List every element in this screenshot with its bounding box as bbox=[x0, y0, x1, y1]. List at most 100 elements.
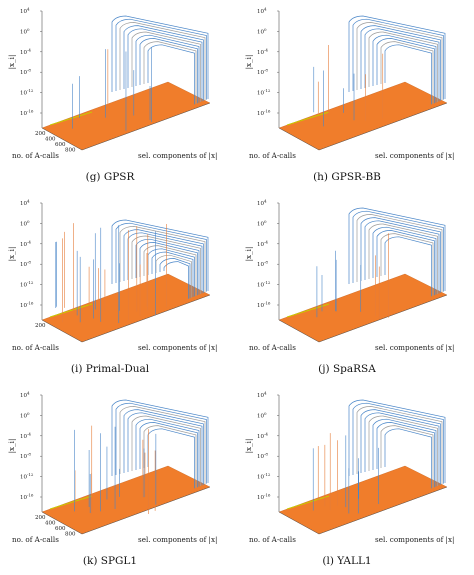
y-tick-exponent: -16 bbox=[27, 301, 34, 306]
convergence-curve bbox=[143, 425, 197, 488]
convergence-curve bbox=[139, 242, 198, 296]
y-tick-exponent: 4 bbox=[27, 7, 30, 12]
z-axis-label: sel. components of |x| bbox=[138, 343, 217, 352]
floor-plane bbox=[278, 81, 448, 151]
convergence-curve bbox=[115, 402, 207, 484]
y-tick-label: 104 bbox=[257, 7, 267, 16]
floor-plane bbox=[41, 273, 211, 343]
z-axis-line bbox=[318, 486, 448, 535]
convergence-curve bbox=[143, 41, 197, 104]
y-tick-exponent: -12 bbox=[27, 472, 34, 477]
y-tick-label: 10-8 bbox=[20, 452, 31, 461]
y-tick-exponent: -8 bbox=[264, 260, 268, 265]
y-tick-label: 100 bbox=[257, 219, 267, 228]
z-axis-label: sel. components of |x| bbox=[375, 343, 454, 352]
z-axis-label: sel. components of |x| bbox=[375, 535, 454, 544]
z-axis-label: sel. components of |x| bbox=[138, 535, 217, 544]
convergence-curve bbox=[115, 222, 207, 292]
floor-yellow-line bbox=[286, 495, 330, 510]
convergence-curve bbox=[352, 18, 444, 100]
x-tick-label: 800 bbox=[65, 147, 76, 153]
y-tick-label: 10-8 bbox=[257, 260, 268, 269]
z-axis-line bbox=[318, 102, 448, 151]
floor-plane bbox=[41, 465, 211, 535]
convergence-curve bbox=[384, 236, 432, 297]
x-tick-label: 600 bbox=[55, 142, 66, 148]
convergence-curve bbox=[111, 15, 209, 99]
y-tick-exponent: -8 bbox=[264, 452, 268, 457]
convergence-curve bbox=[364, 412, 440, 486]
y-tick-exponent: -12 bbox=[27, 88, 34, 93]
y-tick-exponent: -4 bbox=[264, 431, 268, 436]
y-tick-exponent: -16 bbox=[264, 301, 271, 306]
floor-plane bbox=[278, 273, 448, 343]
convergence-curve bbox=[111, 219, 209, 291]
convergence-curve bbox=[372, 418, 437, 487]
y-tick-exponent: -8 bbox=[27, 452, 31, 457]
y-tick-label: 10-16 bbox=[20, 109, 34, 118]
convergence-curve bbox=[131, 31, 201, 102]
convergence-curve bbox=[376, 422, 435, 488]
y-tick-label: 10-12 bbox=[257, 280, 271, 289]
y-tick-exponent: -4 bbox=[264, 47, 268, 52]
convergence-curve bbox=[127, 412, 203, 486]
y-tick-label: 10-12 bbox=[20, 280, 34, 289]
convergence-curve bbox=[123, 25, 204, 101]
convergence-curve bbox=[356, 406, 443, 485]
y-tick-label: 10-16 bbox=[257, 493, 271, 502]
y-tick-exponent: -16 bbox=[264, 109, 271, 114]
convergence-curve bbox=[135, 34, 200, 103]
x-axis-label: no. of A-calls bbox=[249, 151, 296, 160]
y-tick-exponent: 0 bbox=[27, 219, 30, 224]
floor-yellow-line bbox=[286, 111, 330, 126]
convergence-curve bbox=[135, 238, 200, 295]
y-tick-label: 100 bbox=[20, 219, 30, 228]
x-axis-line bbox=[41, 127, 83, 151]
y-tick-exponent: -8 bbox=[27, 260, 31, 265]
y-tick-exponent: -16 bbox=[264, 493, 271, 498]
convergence-curve bbox=[139, 38, 198, 104]
x-tick-label: 800 bbox=[65, 531, 76, 537]
y-tick-exponent: -4 bbox=[27, 431, 31, 436]
y-tick-exponent: 0 bbox=[264, 411, 267, 416]
convergence-curve bbox=[368, 415, 438, 486]
convergence-curve bbox=[360, 217, 441, 293]
convergence-curve bbox=[364, 220, 440, 294]
y-tick-exponent: -4 bbox=[264, 239, 268, 244]
y-tick-exponent: 0 bbox=[264, 219, 267, 224]
y-tick-label: 10-4 bbox=[20, 431, 31, 440]
panel-gpsr: 10-16 10-12 10-8 10-4 100 104 |x_i| 20040060080… bbox=[7, 7, 217, 184]
x-axis-line bbox=[41, 511, 83, 535]
y-tick-exponent: 4 bbox=[27, 391, 30, 396]
y-tick-label: 104 bbox=[20, 7, 30, 16]
panel-spgl1: 10-16 10-12 10-8 10-4 100 104 |x_i| 20040060080… bbox=[7, 391, 217, 568]
z-axis-label: sel. components of |x| bbox=[375, 151, 454, 160]
y-tick-label: 10-12 bbox=[257, 472, 271, 481]
y-axis-label: |x_i| bbox=[7, 55, 16, 70]
x-axis-label: no. of A-calls bbox=[249, 343, 296, 352]
convergence-curve bbox=[348, 399, 446, 483]
x-axis-label: no. of A-calls bbox=[12, 535, 59, 544]
z-axis-line bbox=[81, 294, 211, 343]
x-tick-label: 600 bbox=[55, 526, 66, 532]
y-tick-exponent: 4 bbox=[264, 391, 267, 396]
y-axis-label: |x_i| bbox=[7, 439, 16, 454]
y-tick-exponent: -16 bbox=[27, 109, 34, 114]
panel-sparsa: 10-16 10-12 10-8 10-4 100 104 |x_i| no. of A-ca… bbox=[244, 199, 454, 376]
y-tick-label: 10-12 bbox=[257, 88, 271, 97]
convergence-curve bbox=[123, 229, 204, 293]
floor-yellow-line bbox=[49, 495, 93, 510]
convergence-curve bbox=[364, 28, 440, 102]
y-tick-label: 10-12 bbox=[20, 88, 34, 97]
y-tick-exponent: 4 bbox=[264, 199, 267, 204]
y-tick-label: 104 bbox=[20, 391, 30, 400]
y-tick-label: 104 bbox=[20, 199, 30, 208]
x-axis-line bbox=[278, 127, 320, 151]
convergence-curve bbox=[151, 251, 194, 297]
y-tick-label: 104 bbox=[257, 199, 267, 208]
z-axis-line bbox=[318, 294, 448, 343]
floor-plane bbox=[278, 465, 448, 535]
convergence-curve bbox=[123, 409, 204, 485]
convergence-curve bbox=[380, 425, 434, 488]
